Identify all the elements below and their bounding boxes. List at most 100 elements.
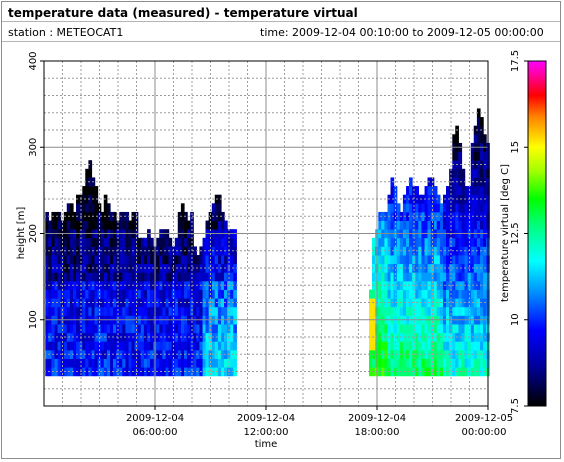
- heatmap-cell: [131, 324, 136, 334]
- heatmap-cell: [110, 246, 114, 256]
- heatmap-cell: [76, 324, 80, 334]
- heatmap-cell: [461, 349, 466, 359]
- heatmap-cell: [168, 263, 173, 273]
- heatmap-cell: [171, 255, 176, 265]
- heatmap-cell: [476, 298, 481, 308]
- heatmap-cell: [458, 186, 463, 196]
- heatmap-cell: [85, 220, 89, 230]
- heatmap-cell: [449, 272, 453, 282]
- heatmap-cell: [455, 306, 459, 316]
- heatmap-cell: [159, 358, 163, 368]
- heatmap-cell: [427, 272, 432, 282]
- heatmap-cell: [227, 324, 231, 334]
- heatmap-cell: [217, 263, 222, 273]
- heatmap-cell: [177, 280, 182, 290]
- heatmap-cell: [137, 367, 142, 377]
- heatmap-cell: [402, 272, 407, 282]
- heatmap-cell: [128, 289, 133, 299]
- heatmap-cell: [421, 237, 426, 247]
- heatmap-cell: [427, 220, 432, 230]
- heatmap-cell: [214, 289, 219, 299]
- heatmap-cell: [384, 367, 389, 377]
- heatmap-cell: [131, 358, 136, 368]
- heatmap-cell: [384, 332, 389, 342]
- heatmap-cell: [73, 332, 77, 342]
- heatmap-cell: [461, 186, 466, 196]
- heatmap-cell: [150, 289, 154, 299]
- heatmap-cell: [103, 358, 108, 368]
- heatmap-cell: [174, 255, 179, 265]
- heatmap-cell: [443, 324, 447, 334]
- heatmap-cell: [233, 324, 237, 334]
- heatmap-cell: [418, 272, 422, 282]
- heatmap-cell: [418, 358, 422, 368]
- heatmap-cell: [461, 289, 466, 299]
- heatmap-cell: [421, 349, 426, 359]
- heatmap-cell: [455, 324, 459, 334]
- heatmap-cell: [406, 306, 410, 316]
- heatmap-cell: [85, 280, 89, 290]
- heatmap-cell: [409, 220, 413, 230]
- heatmap-cell: [473, 341, 478, 351]
- heatmap-cell: [113, 237, 117, 247]
- heatmap-cell: [227, 306, 231, 316]
- heatmap-cell: [390, 324, 395, 334]
- heatmap-cell: [214, 341, 219, 351]
- heatmap-cell: [85, 177, 89, 187]
- heatmap-cell: [202, 341, 207, 351]
- heatmap-cell: [399, 220, 404, 230]
- heatmap-cell: [476, 134, 481, 144]
- heatmap-cell: [174, 358, 179, 368]
- heatmap-cell: [427, 289, 432, 299]
- heatmap-cell: [106, 237, 111, 247]
- heatmap-cell: [143, 237, 148, 247]
- heatmap-cell: [221, 324, 225, 334]
- heatmap-cell: [476, 332, 481, 342]
- heatmap-cell: [443, 220, 447, 230]
- heatmap-cell: [221, 289, 225, 299]
- heatmap-cell: [412, 203, 416, 213]
- heatmap-cell: [54, 289, 59, 299]
- heatmap-cell: [412, 306, 416, 316]
- heatmap-cell: [399, 306, 404, 316]
- heatmap-cell: [221, 272, 225, 282]
- heatmap-cell: [461, 220, 466, 230]
- info-bar: station : METEOCAT1 time: 2009-12-04 00:…: [2, 22, 560, 42]
- heatmap-cell: [205, 272, 210, 282]
- heatmap-cell: [390, 237, 395, 247]
- heatmap-cell: [470, 255, 475, 265]
- heatmap-cell: [455, 341, 459, 351]
- heatmap-cell: [409, 255, 413, 265]
- heatmap-cell: [406, 289, 410, 299]
- heatmap-cell: [196, 358, 200, 368]
- heatmap-cell: [137, 341, 142, 351]
- heatmap-cell: [467, 255, 472, 265]
- heatmap-cell: [85, 341, 89, 351]
- heatmap-cell: [180, 280, 185, 290]
- heatmap-cell: [97, 272, 102, 282]
- heatmap-cell: [113, 324, 117, 334]
- heatmap-cell: [452, 246, 456, 256]
- heatmap-cell: [436, 280, 441, 290]
- heatmap-cell: [217, 332, 222, 342]
- heatmap-cell: [381, 306, 385, 316]
- heatmap-cell: [449, 263, 453, 273]
- heatmap-cell: [378, 289, 382, 299]
- heatmap-cell: [446, 272, 450, 282]
- heatmap-cell: [91, 358, 96, 368]
- heatmap-cell: [402, 220, 407, 230]
- heatmap-cell: [165, 341, 170, 351]
- heatmap-cell: [205, 289, 210, 299]
- heatmap-cell: [69, 211, 74, 221]
- heatmap-cell: [128, 367, 133, 377]
- heatmap-cell: [94, 203, 99, 213]
- heatmap-cell: [483, 237, 487, 247]
- heatmap-cell: [464, 211, 469, 221]
- heatmap-cell: [221, 358, 225, 368]
- heatmap-cell: [45, 306, 49, 316]
- heatmap-cell: [140, 358, 145, 368]
- heatmap-cell: [214, 324, 219, 334]
- heatmap-cell: [439, 324, 444, 334]
- heatmap-cell: [467, 203, 472, 213]
- heatmap-cell: [122, 324, 126, 334]
